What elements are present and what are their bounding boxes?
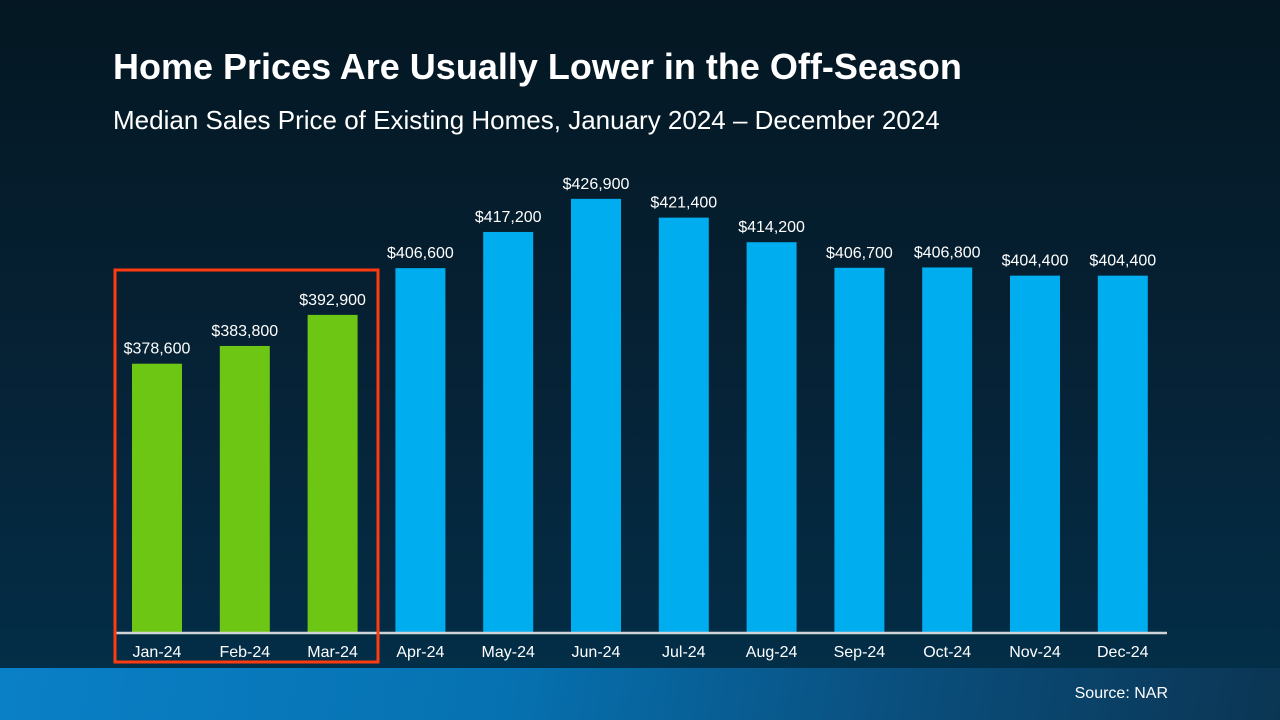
data-label: $421,400: [650, 195, 717, 212]
bar: [395, 268, 446, 632]
x-tick-label: Nov-24: [1009, 644, 1061, 661]
bar-chart: $378,600 Jan-24 $383,800 Feb-24 $392,900 Mar-…: [113, 176, 1167, 664]
bar: [746, 242, 797, 632]
bar: [483, 231, 534, 632]
footer-bar: Source: NAR: [0, 668, 1280, 720]
x-tick-label: Oct-24: [923, 644, 971, 661]
bar: [219, 345, 270, 632]
x-tick-label: Jan-24: [133, 644, 182, 661]
data-label: $378,600: [124, 341, 191, 358]
bar: [658, 217, 709, 632]
bar: [571, 198, 621, 632]
data-label: $406,700: [826, 245, 893, 262]
bar: [922, 267, 973, 632]
x-tick-label: May-24: [482, 644, 535, 661]
source-note: Source: NAR: [1074, 685, 1168, 702]
bar: [1097, 275, 1148, 632]
x-tick-label: Jun-24: [572, 644, 621, 661]
data-label: $383,800: [211, 323, 278, 340]
x-tick-label: Jul-24: [662, 644, 706, 661]
bar: [132, 363, 182, 632]
data-label: $392,900: [299, 292, 366, 309]
highlight-box: [113, 268, 380, 664]
x-tick-label: Mar-24: [307, 644, 358, 661]
bar: [307, 314, 358, 632]
x-tick-label: Sep-24: [834, 644, 886, 661]
data-label: $406,800: [914, 244, 981, 261]
data-label: $417,200: [475, 209, 542, 226]
data-label: $406,600: [387, 245, 454, 262]
bar: [1010, 275, 1060, 632]
x-tick-label: Feb-24: [219, 644, 270, 661]
x-tick-label: Aug-24: [746, 644, 798, 661]
x-tick-label: Dec-24: [1097, 644, 1149, 661]
data-label: $404,400: [1089, 253, 1156, 270]
chart-title: Home Prices Are Usually Lower in the Off…: [113, 46, 962, 87]
data-label: $404,400: [1002, 253, 1069, 270]
data-label: $414,200: [738, 219, 805, 236]
x-tick-label: Apr-24: [396, 644, 444, 661]
data-label: $426,900: [563, 176, 630, 193]
bar: [834, 267, 885, 632]
chart-subtitle: Median Sales Price of Existing Homes, Ja…: [113, 105, 940, 135]
